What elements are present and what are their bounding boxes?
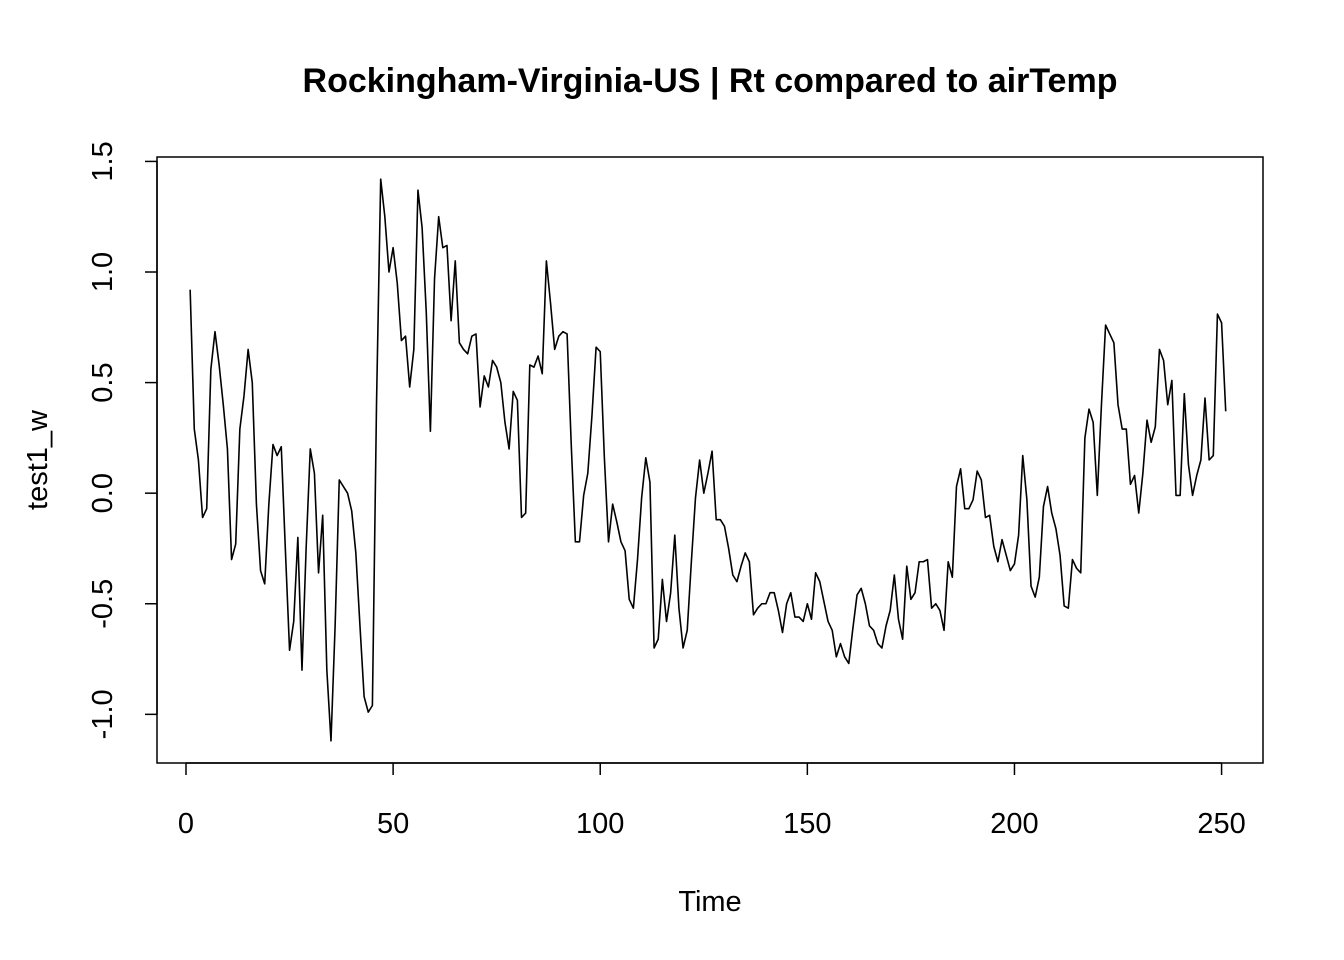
x-tick-label: 250 [1197, 808, 1245, 840]
y-axis: -1.0 -0.5 0.0 0.5 1.0 1.5 [87, 141, 158, 739]
x-tick-label: 150 [783, 808, 831, 840]
x-tick-label: 0 [178, 808, 194, 840]
y-tick-label: -0.5 [87, 579, 119, 629]
x-axis: 0 50 100 150 200 250 [178, 762, 1246, 840]
y-tick-label: 0.5 [87, 362, 119, 402]
series-line-test1-w [189, 178, 1227, 742]
y-tick-label: 1.5 [87, 141, 119, 181]
y-tick-label: 0.0 [87, 473, 119, 513]
x-axis-label: Time [678, 886, 741, 918]
y-tick-label: -1.0 [87, 689, 119, 739]
chart-title: Rockingham-Virginia-US | Rt compared to … [303, 62, 1118, 100]
y-axis-label: test1_w [22, 409, 54, 510]
x-tick-label: 50 [377, 808, 409, 840]
x-tick-label: 100 [576, 808, 624, 840]
x-tick-label: 200 [990, 808, 1038, 840]
y-tick-label: 1.0 [87, 252, 119, 292]
